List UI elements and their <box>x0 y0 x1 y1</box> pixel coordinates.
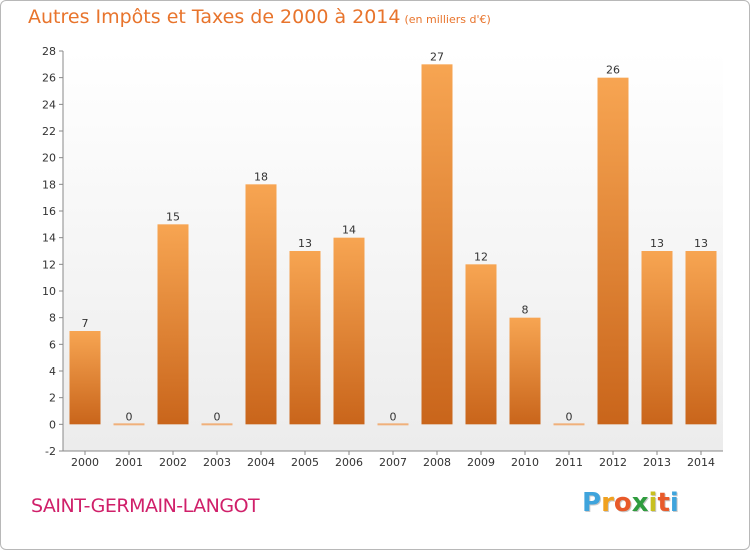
x-tick-label: 2008 <box>423 456 451 469</box>
x-tick-label: 2014 <box>687 456 715 469</box>
bar <box>377 423 409 426</box>
bar <box>597 77 629 425</box>
x-tick-label: 2011 <box>555 456 583 469</box>
data-label: 13 <box>694 237 708 250</box>
y-tick-label: -2 <box>45 445 56 458</box>
y-tick-label: 26 <box>42 72 56 85</box>
data-label: 15 <box>166 210 180 223</box>
chart-title: Autres Impôts et Taxes de 2000 à 2014 (en… <box>28 6 491 28</box>
data-label: 18 <box>254 170 268 183</box>
data-label: 0 <box>126 410 133 423</box>
bar <box>333 237 365 425</box>
x-tick-label: 2009 <box>467 456 495 469</box>
data-label: 12 <box>474 250 488 263</box>
commune-name: SAINT-GERMAIN-LANGOT <box>31 495 260 517</box>
x-tick-label: 2007 <box>379 456 407 469</box>
y-tick-label: 28 <box>42 45 56 58</box>
data-label: 13 <box>298 237 312 250</box>
data-label: 13 <box>650 237 664 250</box>
bar <box>289 251 321 425</box>
logo-letter: o <box>613 488 632 518</box>
bar <box>113 423 145 426</box>
x-axis: 2000 2001 2002 2003 2004 2005 2006 2007 2008 2009… <box>63 450 723 469</box>
logo-letter: i <box>669 488 679 518</box>
data-label: 8 <box>522 304 529 317</box>
logo-letter: r <box>601 488 614 518</box>
bar <box>553 423 585 426</box>
bars: 7 0 15 0 18 13 14 0 27 12 8 0 26 13 13 <box>69 50 717 426</box>
y-tick-label: 20 <box>42 152 56 165</box>
bar <box>201 423 233 426</box>
y-tick-label: 18 <box>42 178 56 191</box>
logo-letter: i <box>648 488 658 518</box>
x-tick-label: 2000 <box>71 456 99 469</box>
bar <box>509 317 541 425</box>
y-tick-label: 14 <box>42 232 56 245</box>
bar <box>69 331 101 425</box>
y-tick-label: 22 <box>42 125 56 138</box>
bar <box>685 251 717 425</box>
x-tick-label: 2012 <box>599 456 627 469</box>
bar <box>421 64 453 425</box>
bar <box>157 224 189 425</box>
y-tick-label: 8 <box>49 312 56 325</box>
x-tick-label: 2003 <box>203 456 231 469</box>
x-tick-label: 2004 <box>247 456 275 469</box>
bar <box>245 184 277 425</box>
logo-letter: P <box>582 488 602 518</box>
y-tick-label: 10 <box>42 285 56 298</box>
y-tick-label: 0 <box>49 418 56 431</box>
data-label: 0 <box>390 410 397 423</box>
data-label: 7 <box>82 317 89 330</box>
y-tick-label: 12 <box>42 258 56 271</box>
x-tick-label: 2010 <box>511 456 539 469</box>
x-tick-label: 2001 <box>115 456 143 469</box>
data-label: 27 <box>430 50 444 63</box>
bar <box>465 264 497 425</box>
bar <box>641 251 673 425</box>
x-tick-label: 2006 <box>335 456 363 469</box>
logo-letter: x <box>631 488 649 518</box>
proxiti-logo: Proxiti <box>582 488 679 518</box>
logo-letter: t <box>657 488 670 518</box>
y-tick-label: 16 <box>42 205 56 218</box>
data-label: 26 <box>606 64 620 77</box>
data-label: 14 <box>342 224 356 237</box>
data-label: 0 <box>214 410 221 423</box>
y-tick-label: 24 <box>42 98 56 111</box>
x-tick-label: 2005 <box>291 456 319 469</box>
y-tick-label: 6 <box>49 338 56 351</box>
y-tick-label: 4 <box>49 365 56 378</box>
chart-title-text: Autres Impôts et Taxes de 2000 à 2014 <box>28 6 401 28</box>
data-label: 0 <box>566 410 573 423</box>
chart-subtitle: (en milliers d'€) <box>404 13 491 26</box>
x-tick-label: 2002 <box>159 456 187 469</box>
y-tick-label: 2 <box>49 392 56 405</box>
x-tick-label: 2013 <box>643 456 671 469</box>
